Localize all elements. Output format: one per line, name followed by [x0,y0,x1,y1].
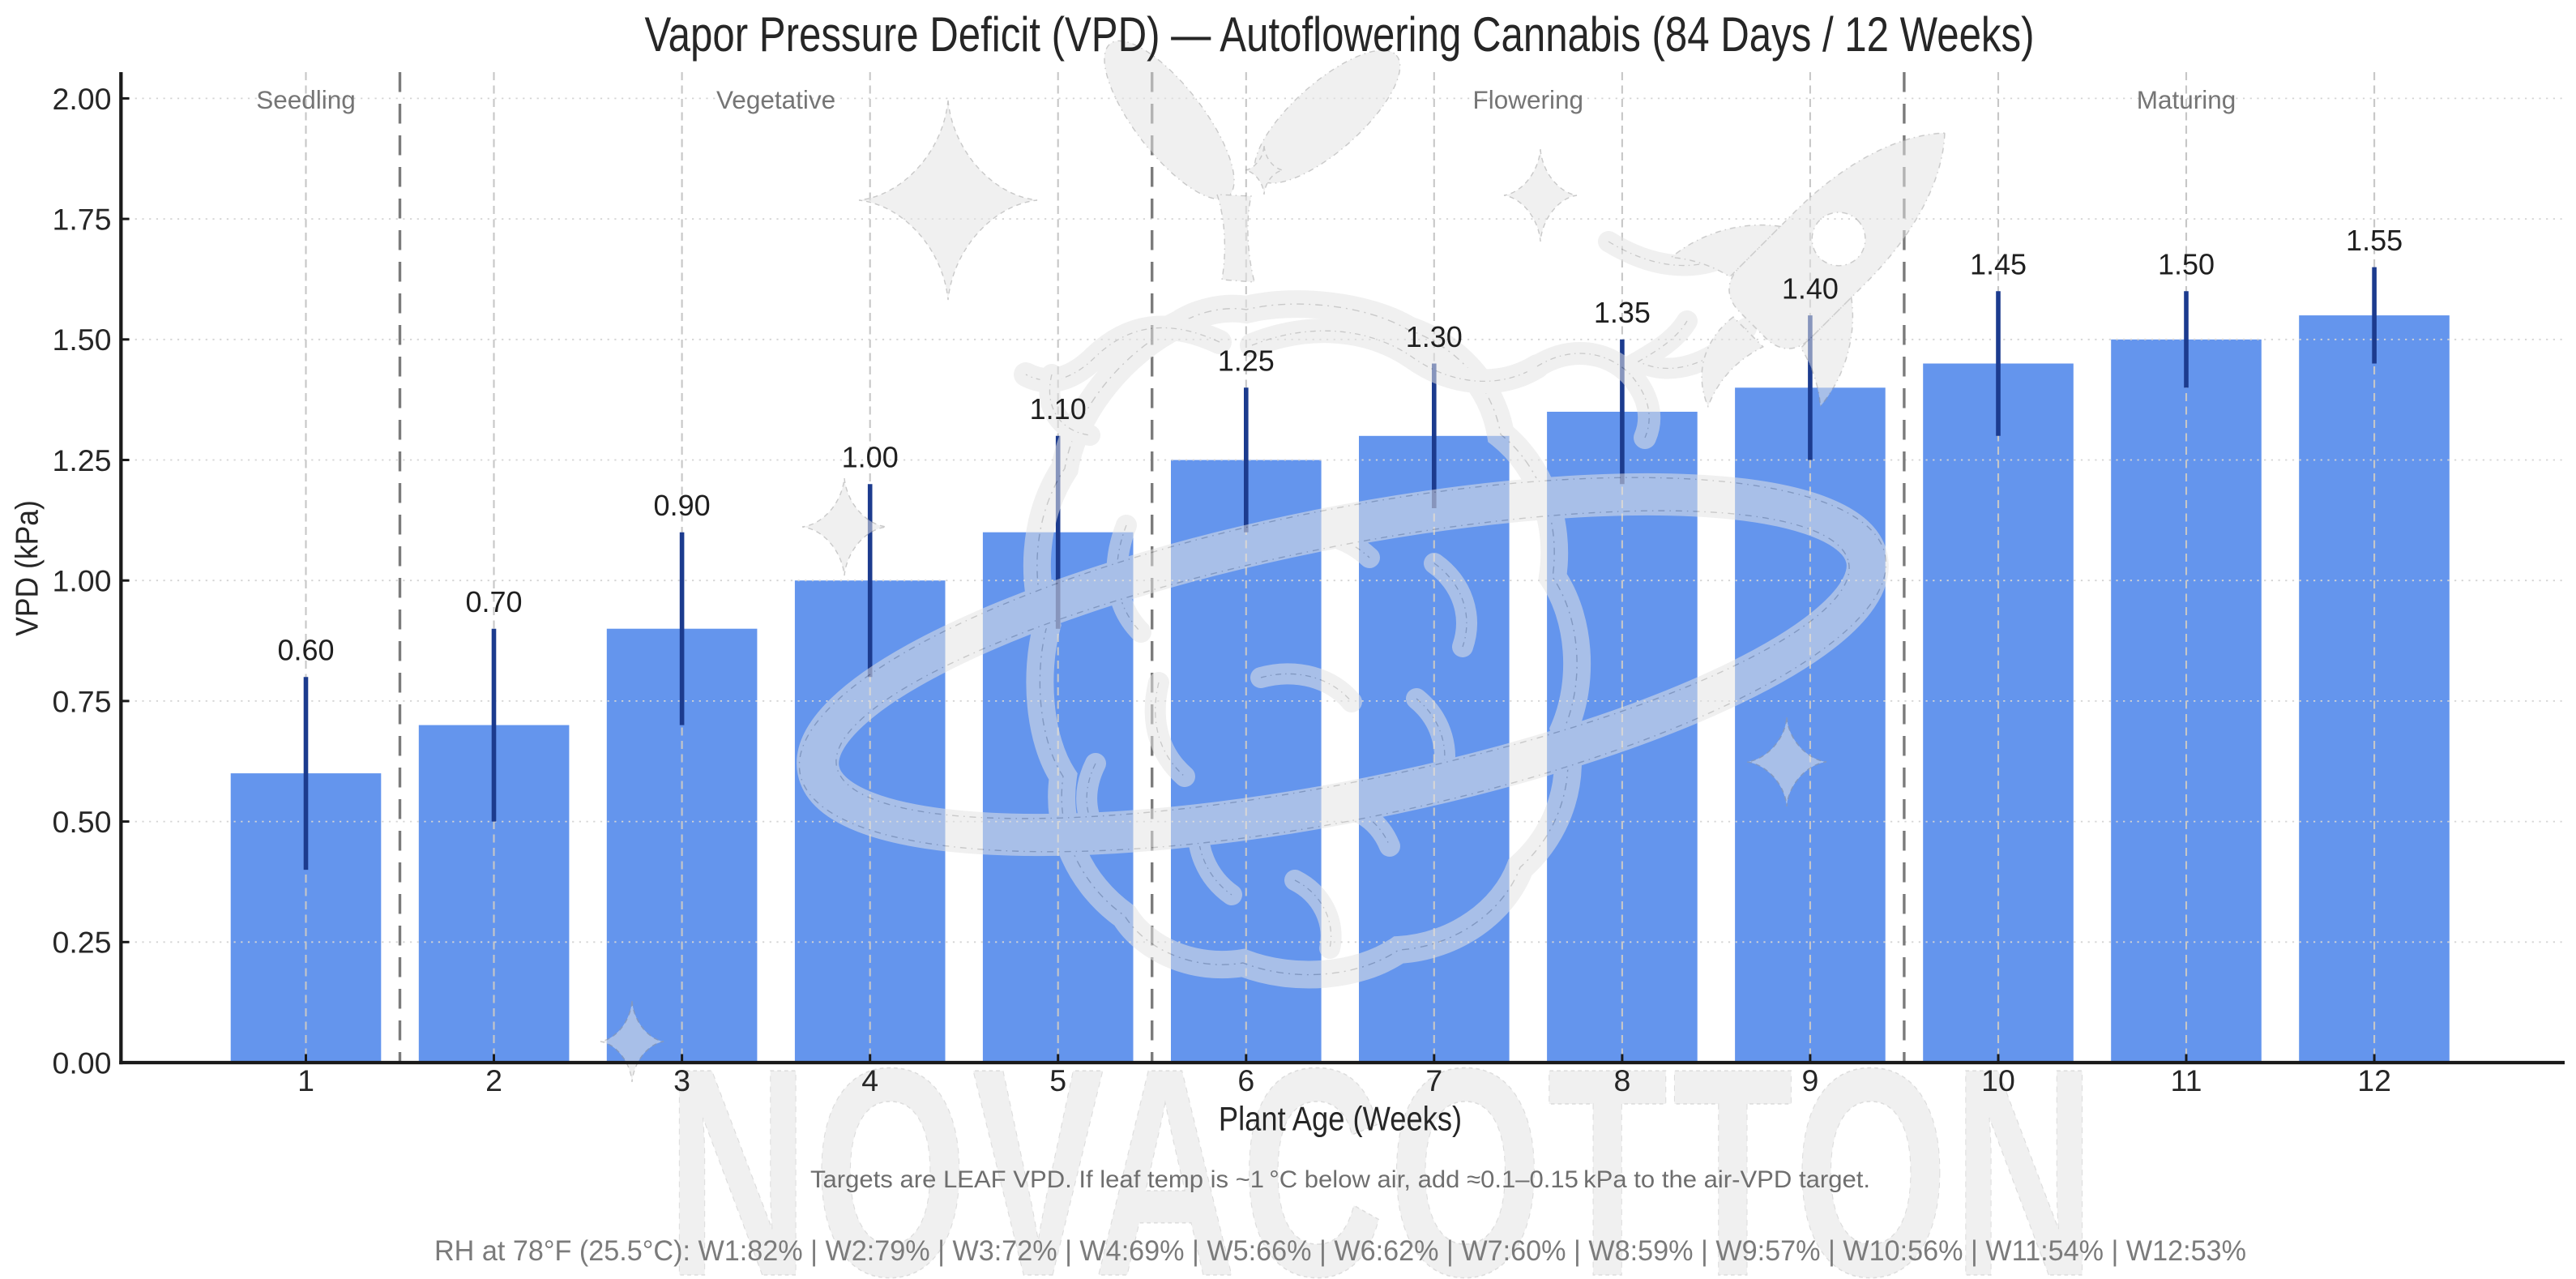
svg-text:3: 3 [673,1063,690,1097]
svg-text:1.45: 1.45 [1970,248,2027,281]
svg-text:0.25: 0.25 [53,926,112,960]
svg-text:1.35: 1.35 [1594,296,1651,329]
svg-text:1.25: 1.25 [53,443,112,477]
svg-text:9: 9 [1801,1063,1818,1097]
svg-text:1.50: 1.50 [2158,248,2215,281]
svg-text:10: 10 [1981,1063,2015,1097]
svg-text:Vapor Pressure Deficit (VPD) —: Vapor Pressure Deficit (VPD) — Autoflowe… [645,7,2035,62]
svg-text:2.00: 2.00 [53,82,112,116]
svg-text:4: 4 [861,1063,878,1097]
svg-text:1.25: 1.25 [1218,344,1275,378]
svg-text:6: 6 [1237,1063,1254,1097]
svg-text:NOVACOTTON: NOVACOTTON [666,1006,2100,1279]
svg-text:1.00: 1.00 [53,564,112,598]
svg-text:2: 2 [485,1063,502,1097]
svg-text:0.60: 0.60 [277,634,334,667]
svg-text:5: 5 [1049,1063,1066,1097]
svg-text:Targets are LEAF VPD. If leaf: Targets are LEAF VPD. If leaf temp is ~1… [810,1167,1870,1193]
svg-text:1.40: 1.40 [1782,272,1839,305]
svg-text:1.00: 1.00 [842,441,899,474]
svg-text:1: 1 [297,1063,314,1097]
svg-text:VPD (kPa): VPD (kPa) [11,500,45,636]
svg-text:Vegetative: Vegetative [716,85,835,114]
svg-text:Plant Age (Weeks): Plant Age (Weeks) [1219,1099,1462,1137]
svg-text:Seedling: Seedling [256,85,356,114]
svg-text:7: 7 [1425,1063,1442,1097]
svg-text:RH at 78°F (25.5°C): W1:82%: RH at 78°F (25.5°C): W1:82% | W2:79% | W… [434,1234,2246,1267]
svg-text:1.55: 1.55 [2346,224,2403,257]
svg-text:8: 8 [1613,1063,1630,1097]
svg-text:1.75: 1.75 [53,203,112,237]
svg-text:11: 11 [2171,1063,2202,1097]
svg-text:Flowering: Flowering [1473,85,1584,114]
svg-text:12: 12 [2357,1063,2391,1097]
svg-text:0.75: 0.75 [53,684,112,718]
svg-text:Maturing: Maturing [2137,85,2236,114]
svg-text:0.00: 0.00 [53,1046,112,1080]
svg-text:0.70: 0.70 [465,585,522,618]
svg-text:0.50: 0.50 [53,805,112,839]
svg-text:1.30: 1.30 [1406,320,1463,353]
svg-text:1.10: 1.10 [1030,392,1087,426]
svg-text:1.50: 1.50 [53,323,112,357]
svg-text:0.90: 0.90 [654,489,711,522]
